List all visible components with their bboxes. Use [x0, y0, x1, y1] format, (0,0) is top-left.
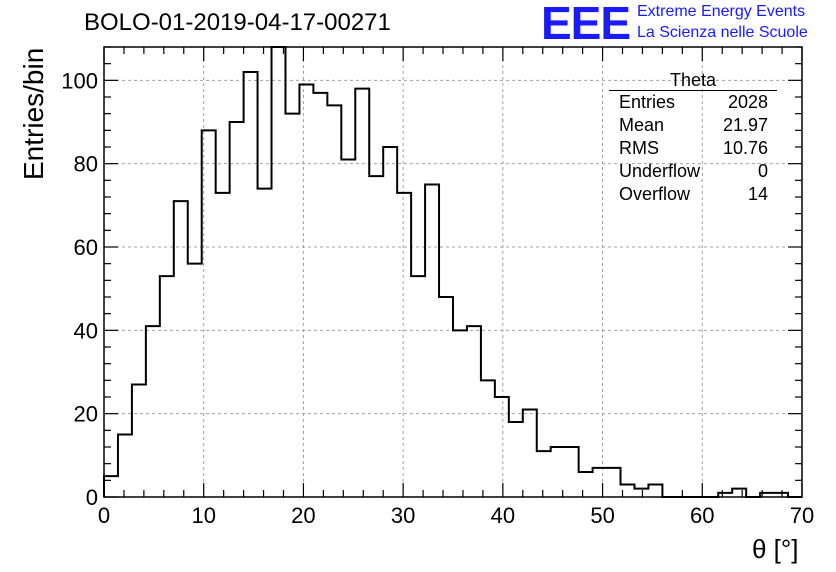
histogram-bin: [523, 410, 537, 498]
stats-label: Overflow: [619, 184, 691, 204]
histogram-bin: [174, 201, 188, 497]
histogram-bin: [160, 276, 174, 497]
histogram-bin: [509, 422, 523, 497]
histogram-bin: [481, 380, 495, 497]
x-axis-label: θ [°]: [752, 534, 799, 564]
y-tick-label: 20: [74, 402, 98, 427]
histogram-bin: [230, 122, 244, 497]
histogram-bin: [537, 451, 551, 497]
y-tick-label: 0: [86, 485, 98, 510]
histogram-bin: [146, 326, 160, 497]
stats-box: Theta Entries 2028 Mean 21.97 RMS 10.76 …: [609, 70, 777, 206]
stats-value: 10.76: [722, 138, 768, 158]
y-tick-label: 80: [74, 152, 98, 177]
stats-title: Theta: [609, 70, 777, 91]
logo-line-1: Extreme Energy Events: [637, 3, 806, 20]
y-tick-label: 100: [61, 68, 98, 93]
histogram-bin: [118, 435, 132, 498]
histogram-bin: [285, 114, 299, 497]
histogram-series: [103, 46, 802, 498]
stats-value: 14: [747, 184, 768, 204]
x-tick-label: 30: [391, 503, 415, 528]
eee-logo-mark: EEE: [541, 0, 631, 49]
stats-label: RMS: [619, 138, 659, 158]
histogram-bin: [202, 130, 216, 497]
histogram-bin: [607, 468, 621, 497]
histogram-bin: [453, 330, 467, 497]
stats-row-mean: Mean 21.97: [609, 114, 777, 137]
histogram-bin: [272, 47, 286, 497]
stats-row-underflow: Underflow 0: [609, 160, 777, 183]
x-tick-label: 60: [690, 503, 714, 528]
histogram-bin: [104, 476, 118, 497]
plot-frame: [103, 46, 803, 498]
histogram-bin: [397, 193, 411, 497]
stats-label: Underflow: [619, 161, 701, 181]
stats-row-rms: RMS 10.76: [609, 137, 777, 160]
histogram-bin: [258, 189, 272, 497]
histogram-bin: [439, 297, 453, 497]
x-tick-label: 20: [291, 503, 315, 528]
histogram-bin: [188, 264, 202, 497]
stats-label: Entries: [619, 92, 676, 112]
stats-row-entries: Entries 2028: [609, 91, 777, 114]
histogram-bin: [634, 489, 648, 497]
logo-line-2: La Scienza nelle Scuole: [637, 24, 808, 41]
histogram-bin: [495, 397, 509, 497]
histogram-bin: [313, 93, 327, 497]
histogram-bin: [132, 385, 146, 498]
histogram-bin: [411, 276, 425, 497]
stats-value: 21.97: [722, 115, 768, 135]
histogram-bin: [732, 489, 746, 497]
stats-value: 2028: [727, 92, 768, 112]
histogram-outline: [103, 46, 802, 498]
x-tick-label: 40: [491, 503, 515, 528]
histogram-bin: [299, 85, 313, 498]
histogram-bin: [425, 185, 439, 498]
stats-value: 0: [757, 161, 768, 181]
histogram-bin: [551, 447, 565, 497]
plot-title: BOLO-01-2019-04-17-00271: [84, 9, 391, 36]
histogram-bin: [593, 468, 607, 497]
stats-row-overflow: Overflow 14: [609, 183, 777, 206]
grid-lines: [104, 47, 802, 497]
tick-labels: 0 10 20 30 40 50 60 70 0 20 40 60 80 100: [61, 68, 814, 528]
x-tick-label: 50: [590, 503, 614, 528]
histogram-bin: [216, 193, 230, 497]
histogram-bin: [369, 176, 383, 497]
histogram-bin: [341, 160, 355, 498]
histogram-bin: [565, 447, 579, 497]
histogram-bin: [327, 105, 341, 497]
histogram-bin: [355, 89, 369, 497]
histogram-bin: [383, 147, 397, 497]
y-axis-label: Entries/bin: [18, 47, 49, 180]
histogram-bin: [244, 72, 258, 497]
x-tick-label: 10: [191, 503, 215, 528]
y-tick-label: 40: [74, 318, 98, 343]
histogram-bin: [467, 326, 481, 497]
y-tick-label: 60: [74, 235, 98, 260]
x-tick-label: 0: [98, 503, 110, 528]
axes: [103, 46, 803, 498]
stats-label: Mean: [619, 115, 665, 135]
histogram-bin: [648, 485, 662, 498]
x-tick-label: 70: [790, 503, 814, 528]
histogram-bin: [579, 472, 593, 497]
